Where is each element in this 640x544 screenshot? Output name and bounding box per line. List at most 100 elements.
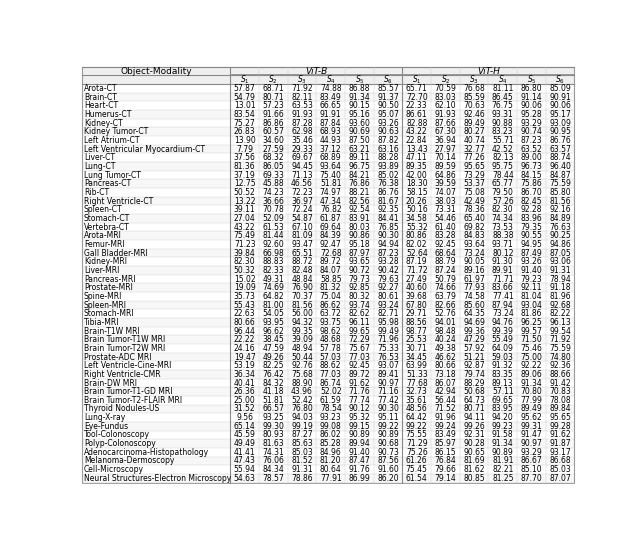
Text: $S_6$: $S_6$ (555, 73, 565, 86)
Text: 51.81: 51.81 (320, 180, 342, 188)
Text: 83.28: 83.28 (435, 231, 456, 240)
Text: 93.47: 93.47 (291, 240, 313, 249)
Text: 40.24: 40.24 (435, 335, 456, 344)
Text: 84.07: 84.07 (320, 266, 342, 275)
Text: 89.72: 89.72 (320, 257, 342, 266)
Text: 91.62: 91.62 (349, 379, 370, 387)
Text: 91.14: 91.14 (520, 92, 542, 102)
Text: 57.26: 57.26 (492, 196, 514, 206)
Text: 44.93: 44.93 (320, 136, 342, 145)
Bar (81, 180, 575, 188)
Text: 59.03: 59.03 (492, 353, 514, 362)
Text: 89.59: 89.59 (435, 162, 456, 171)
Text: 95.75: 95.75 (492, 162, 514, 171)
Text: $S_3$: $S_3$ (469, 73, 479, 86)
Text: ViT-H: ViT-H (477, 67, 500, 76)
Text: 42.94: 42.94 (435, 387, 456, 396)
Text: 87.19: 87.19 (406, 257, 428, 266)
Text: 38.45: 38.45 (262, 335, 284, 344)
Text: Spleen-MRI: Spleen-MRI (84, 300, 127, 310)
Text: 86.07: 86.07 (435, 379, 456, 387)
Text: 90.06: 90.06 (520, 101, 542, 110)
Text: 57.92: 57.92 (463, 344, 485, 353)
Text: 92.27: 92.27 (377, 283, 399, 292)
Text: 87.23: 87.23 (520, 136, 542, 145)
Text: 90.91: 90.91 (549, 92, 571, 102)
Text: 87.24: 87.24 (435, 266, 456, 275)
Text: 87.70: 87.70 (520, 474, 542, 483)
Text: 63.72: 63.72 (320, 309, 342, 318)
Text: 69.64: 69.64 (320, 222, 342, 232)
Text: 74.97: 74.97 (320, 188, 342, 197)
Text: 68.89: 68.89 (320, 153, 342, 162)
Text: 43.96: 43.96 (291, 387, 313, 396)
Text: 74.66: 74.66 (435, 283, 456, 292)
Text: 80.61: 80.61 (377, 292, 399, 301)
Text: 93.74: 93.74 (348, 300, 371, 310)
Text: 22.33: 22.33 (406, 101, 428, 110)
Text: 96.13: 96.13 (549, 318, 571, 327)
Text: 49.49: 49.49 (234, 439, 255, 448)
Text: 71.16: 71.16 (377, 387, 399, 396)
Text: 94.86: 94.86 (549, 240, 571, 249)
Text: 87.50: 87.50 (349, 136, 371, 145)
Text: 89.49: 89.49 (520, 405, 542, 413)
Text: 85.02: 85.02 (377, 171, 399, 180)
Text: 92.87: 92.87 (463, 361, 485, 370)
Text: 91.96: 91.96 (435, 413, 456, 422)
Text: 87.47: 87.47 (349, 456, 371, 466)
Text: Lung Tumor-CT: Lung Tumor-CT (84, 171, 141, 180)
Text: 86.62: 86.62 (320, 300, 342, 310)
Text: 65.51: 65.51 (291, 249, 313, 257)
Text: 79.73: 79.73 (348, 275, 371, 283)
Text: 39.59: 39.59 (435, 180, 456, 188)
Text: 74.31: 74.31 (262, 448, 284, 457)
Text: 27.04: 27.04 (234, 214, 255, 223)
Text: 93.64: 93.64 (320, 162, 342, 171)
Text: 84.15: 84.15 (520, 171, 542, 180)
Text: 95.32: 95.32 (349, 413, 371, 422)
Text: 80.93: 80.93 (262, 430, 284, 440)
Text: 47.34: 47.34 (320, 196, 342, 206)
Text: 54.63: 54.63 (234, 474, 255, 483)
Text: 80.66: 80.66 (234, 318, 255, 327)
Text: 62.98: 62.98 (291, 127, 313, 137)
Bar (81, 127, 575, 136)
Text: Vertebra-CT: Vertebra-CT (84, 222, 130, 232)
Text: 70.14: 70.14 (435, 153, 456, 162)
Text: Cell-Microscopy: Cell-Microscopy (84, 465, 144, 474)
Bar (81, 110, 575, 119)
Text: 93.26: 93.26 (377, 119, 399, 128)
Text: 90.42: 90.42 (377, 266, 399, 275)
Bar (81, 353, 575, 361)
Text: 12.75: 12.75 (234, 180, 255, 188)
Text: 54.46: 54.46 (435, 214, 456, 223)
Text: 45.59: 45.59 (234, 430, 255, 440)
Text: 49.26: 49.26 (262, 353, 284, 362)
Text: 91.42: 91.42 (549, 379, 571, 387)
Text: $S_6$: $S_6$ (383, 73, 393, 86)
Text: 51.33: 51.33 (406, 370, 428, 379)
Text: 78.94: 78.94 (549, 275, 571, 283)
Text: Brain-CT: Brain-CT (84, 92, 116, 102)
Text: 27.49: 27.49 (406, 275, 428, 283)
Text: 81.20: 81.20 (320, 456, 342, 466)
Text: 57.78: 57.78 (320, 344, 342, 353)
Text: 71.13: 71.13 (291, 171, 313, 180)
Text: 73.31: 73.31 (435, 205, 456, 214)
Text: 57.23: 57.23 (262, 101, 284, 110)
Text: 62.10: 62.10 (435, 101, 456, 110)
Text: 85.59: 85.59 (463, 92, 485, 102)
Text: 29.33: 29.33 (291, 145, 313, 153)
Text: 40.74: 40.74 (463, 136, 485, 145)
Text: 95.28: 95.28 (520, 110, 542, 119)
Text: 94.69: 94.69 (463, 318, 485, 327)
Text: 90.68: 90.68 (377, 439, 399, 448)
Text: 27.97: 27.97 (435, 145, 456, 153)
Text: 84.89: 84.89 (549, 214, 571, 223)
Text: 67.80: 67.80 (406, 300, 428, 310)
Text: 87.82: 87.82 (378, 136, 399, 145)
Text: 84.39: 84.39 (320, 231, 342, 240)
Text: 80.27: 80.27 (463, 127, 485, 137)
Text: 63.99: 63.99 (406, 361, 428, 370)
